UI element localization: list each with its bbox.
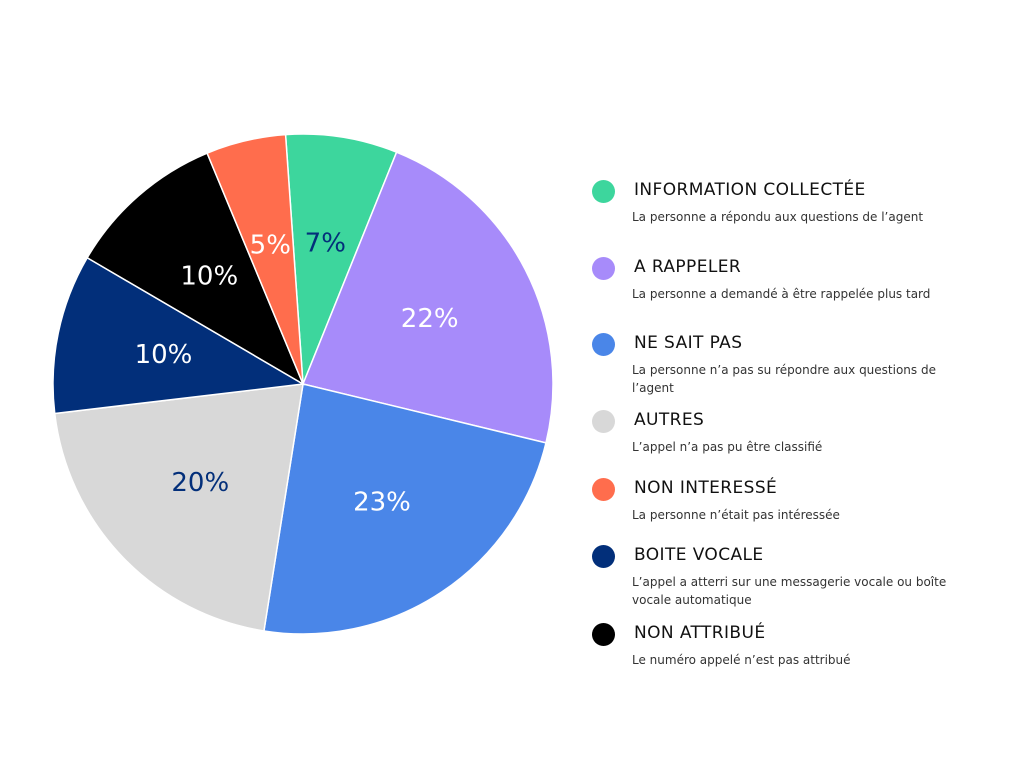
legend-swatch [592,545,615,568]
pie-slice-3 [53,383,304,632]
legend-description: La personne n’a pas su répondre aux ques… [632,363,936,395]
legend-title: AUTRES [634,410,705,430]
pie-slice-1 [301,151,554,444]
slice-value-label: 10% [180,262,238,292]
pie-slice-5 [86,152,305,386]
legend-swatch [592,623,615,646]
legend-swatch [592,333,615,356]
legend-swatch [592,478,615,501]
pie-chart: 7% 22% 23% 20% 10% 10% 5% [52,133,554,635]
legend-swatch [592,410,615,433]
slice-value-label: 10% [135,340,193,370]
legend-swatch [592,180,615,203]
pie-slice-6 [206,133,304,385]
legend-title: BOITE VOCALE [634,545,764,565]
slice-value-label: 5% [250,230,291,260]
slice-value-label: 7% [305,228,346,258]
slice-value-label: 23% [353,488,411,518]
slice-value-label: 20% [171,468,229,498]
legend-title: NON INTERESSÉ [634,478,778,498]
legend-title: INFORMATION COLLECTÉE [634,180,866,200]
legend-swatch [592,257,615,280]
legend-description: L’appel n’a pas pu être classifié [632,440,823,454]
legend-title: NON ATTRIBUÉ [634,623,766,643]
legend-description: L’appel a atterri sur une messagerie voc… [632,575,947,607]
legend-description: La personne a répondu aux questions de l… [632,210,924,224]
slice-value-label: 22% [401,304,459,334]
legend-title: A RAPPELER [634,257,742,277]
pie-slice-4 [52,256,306,415]
legend-description: Le numéro appelé n’est pas attribué [632,653,851,667]
legend-description: La personne n’était pas intéressée [632,508,840,522]
legend-title: NE SAIT PAS [634,333,743,353]
pie-slice-0 [284,133,398,385]
pie-slice-2 [263,383,547,635]
legend-description: La personne a demandé à être rappelée pl… [632,287,931,301]
